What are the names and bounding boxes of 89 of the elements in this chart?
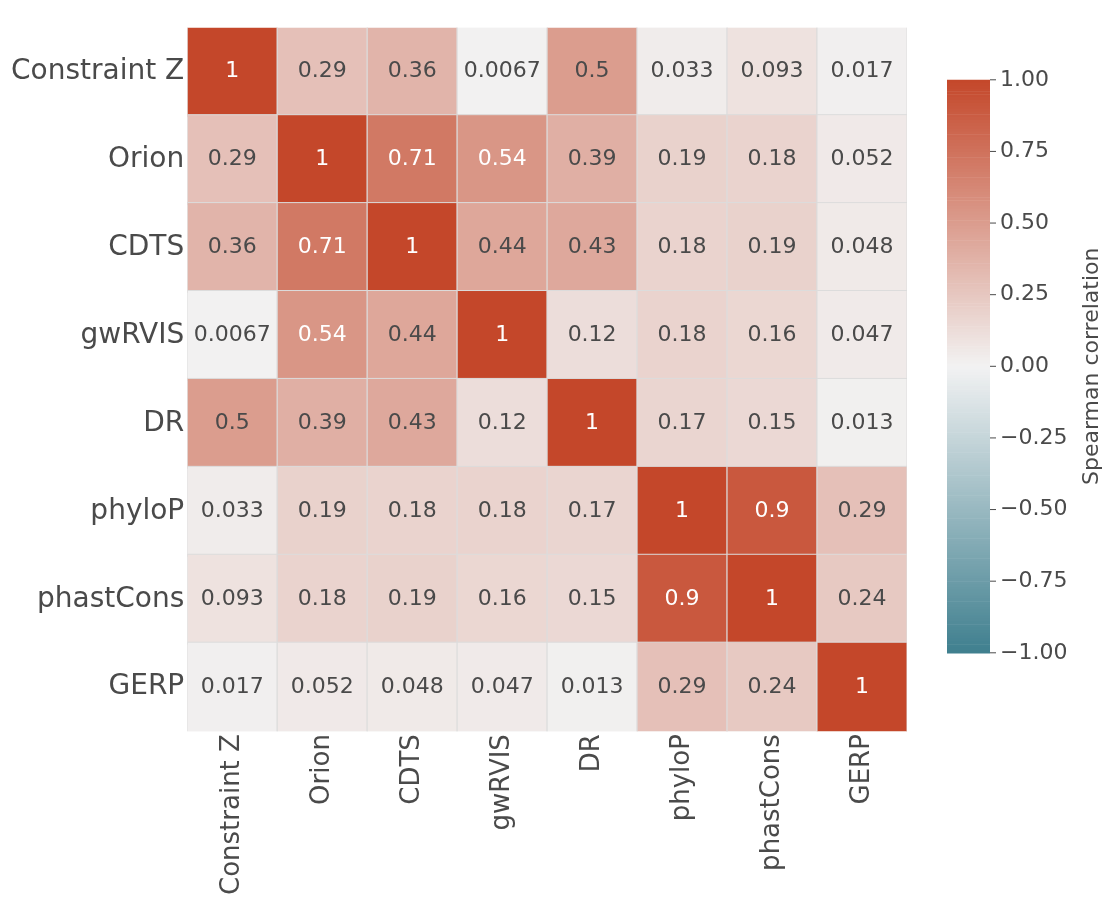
- data-label: 0.5: [214, 409, 250, 435]
- data-label: 1: [495, 321, 510, 347]
- data-label: 0.36: [387, 57, 437, 83]
- data-label: 0.18: [657, 233, 707, 259]
- color-bar-label: −0.75: [1000, 566, 1068, 592]
- color-bar-label: 0.25: [1000, 280, 1049, 306]
- y-tick-label: DR: [143, 404, 185, 438]
- data-label: 0.15: [747, 409, 797, 435]
- color-bar-label: 1.00: [1000, 65, 1049, 91]
- data-label: 0.16: [477, 584, 527, 610]
- data-label: 0.36: [207, 233, 257, 259]
- x-tick-label: gwRVIS: [484, 734, 515, 831]
- y-tick-label: GERP: [108, 668, 185, 702]
- data-label: 0.16: [747, 321, 797, 347]
- data-label: 0.013: [560, 672, 624, 698]
- data-label: 0.54: [297, 321, 347, 347]
- data-label: 0.0067: [193, 321, 271, 347]
- data-label: 1: [315, 145, 330, 171]
- y-tick-label: Constraint Z: [11, 53, 185, 87]
- data-label: 0.017: [830, 57, 894, 83]
- x-tick-label: GERP: [844, 734, 875, 805]
- data-label: 0.39: [567, 145, 617, 171]
- data-label: 0.71: [297, 233, 347, 259]
- color-bar-label: 0.75: [1000, 137, 1049, 163]
- data-label: 0.5: [574, 57, 610, 83]
- data-label: 0.71: [387, 145, 437, 171]
- data-label: 0.048: [380, 672, 444, 698]
- x-tick-label: DR: [574, 734, 605, 773]
- data-label: 0.033: [200, 497, 264, 523]
- x-tick-label: Orion: [304, 734, 335, 805]
- data-label: 0.18: [747, 145, 797, 171]
- data-label: 0.15: [567, 584, 617, 610]
- data-label: 0.017: [200, 672, 264, 698]
- x-tick-label: phastCons: [754, 734, 785, 871]
- data-label: 0.047: [830, 321, 894, 347]
- color-bar-label: −0.50: [1000, 495, 1068, 521]
- data-label: 0.12: [567, 321, 617, 347]
- data-label: 0.24: [747, 672, 797, 698]
- data-label: 0.19: [657, 145, 707, 171]
- data-label: 0.29: [837, 497, 887, 523]
- data-label: 1: [855, 672, 870, 698]
- data-label: 0.052: [830, 145, 894, 171]
- data-label: 0.29: [207, 145, 257, 171]
- data-label: 0.18: [657, 321, 707, 347]
- data-label: 0.18: [297, 584, 347, 610]
- y-tick-label: phyloP: [90, 492, 185, 526]
- y-tick-label: Orion: [108, 140, 185, 174]
- x-tick-label: phyloP: [664, 734, 695, 822]
- data-label: 0.39: [297, 409, 347, 435]
- data-label: 1: [675, 497, 690, 523]
- y-tick-label: CDTS: [108, 228, 185, 262]
- data-label: 0.9: [754, 497, 790, 523]
- data-label: 0.29: [297, 57, 347, 83]
- data-label: 0.093: [740, 57, 804, 83]
- color-bar-label: −1.00: [1000, 638, 1068, 664]
- data-label: 0.43: [387, 409, 437, 435]
- data-label: 0.052: [290, 672, 354, 698]
- color-bar-label: 0.00: [1000, 352, 1049, 378]
- data-label: 1: [225, 57, 240, 83]
- data-label: 0.013: [830, 409, 894, 435]
- x-tick-label: CDTS: [394, 734, 425, 805]
- data-label: 0.12: [477, 409, 527, 435]
- data-label: 0.44: [477, 233, 527, 259]
- data-label: 0.048: [830, 233, 894, 259]
- data-label: 0.9: [664, 584, 700, 610]
- data-label: 0.19: [297, 497, 347, 523]
- data-label: 0.18: [387, 497, 437, 523]
- y-tick-label: phastCons: [36, 580, 185, 614]
- data-label: 1: [765, 584, 780, 610]
- data-label: 0.29: [657, 672, 707, 698]
- data-label: 1: [405, 233, 420, 259]
- color-bar-label: 0.50: [1000, 208, 1049, 234]
- y-tick-label: gwRVIS: [80, 316, 185, 350]
- data-label: 0.19: [387, 584, 437, 610]
- data-label: 0.43: [567, 233, 617, 259]
- data-label: 0.0067: [463, 57, 541, 83]
- data-label: 0.19: [747, 233, 797, 259]
- data-label: 0.047: [470, 672, 534, 698]
- color-bar-label: −0.25: [1000, 423, 1068, 449]
- color-bar-title: Spearman correlation: [1077, 247, 1103, 486]
- data-label: 0.44: [387, 321, 437, 347]
- data-label: 0.093: [200, 584, 264, 610]
- data-label: 0.18: [477, 497, 527, 523]
- data-label: 0.17: [567, 497, 617, 523]
- data-label: 0.24: [837, 584, 887, 610]
- data-label: 1: [585, 409, 600, 435]
- data-label: 0.033: [650, 57, 714, 83]
- data-label: 0.54: [477, 145, 527, 171]
- data-label: 0.17: [657, 409, 707, 435]
